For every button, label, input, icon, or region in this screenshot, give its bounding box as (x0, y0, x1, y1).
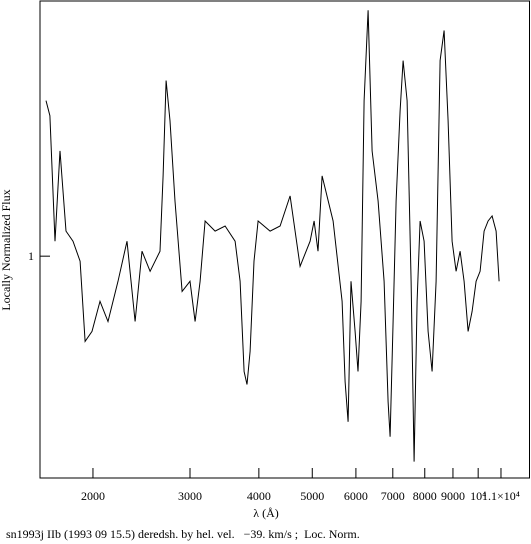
spectrum-line (45, 10, 500, 462)
x-tick-label: 1.1×10⁴ (482, 489, 520, 503)
x-tick-label: 10⁴ (470, 489, 486, 503)
x-tick-label: 3000 (178, 489, 202, 503)
plot-frame (39, 0, 530, 479)
x-tick-label: 4000 (247, 489, 271, 503)
x-tick-label: 2000 (81, 489, 105, 503)
x-tick-label: 5000 (300, 489, 324, 503)
x-axis-label: λ (Å) (253, 506, 278, 520)
y-tick-label: 1 (28, 249, 34, 263)
x-tick-label: 7000 (381, 489, 405, 503)
y-axis-label: Locally Normalized Flux (0, 189, 13, 310)
caption: sn1993j IIb (1993 09 15.5) deredsh. by h… (6, 527, 360, 541)
x-tick-label: 6000 (344, 489, 368, 503)
x-tick-label: 8000 (413, 489, 437, 503)
x-tick-label: 9000 (441, 489, 465, 503)
